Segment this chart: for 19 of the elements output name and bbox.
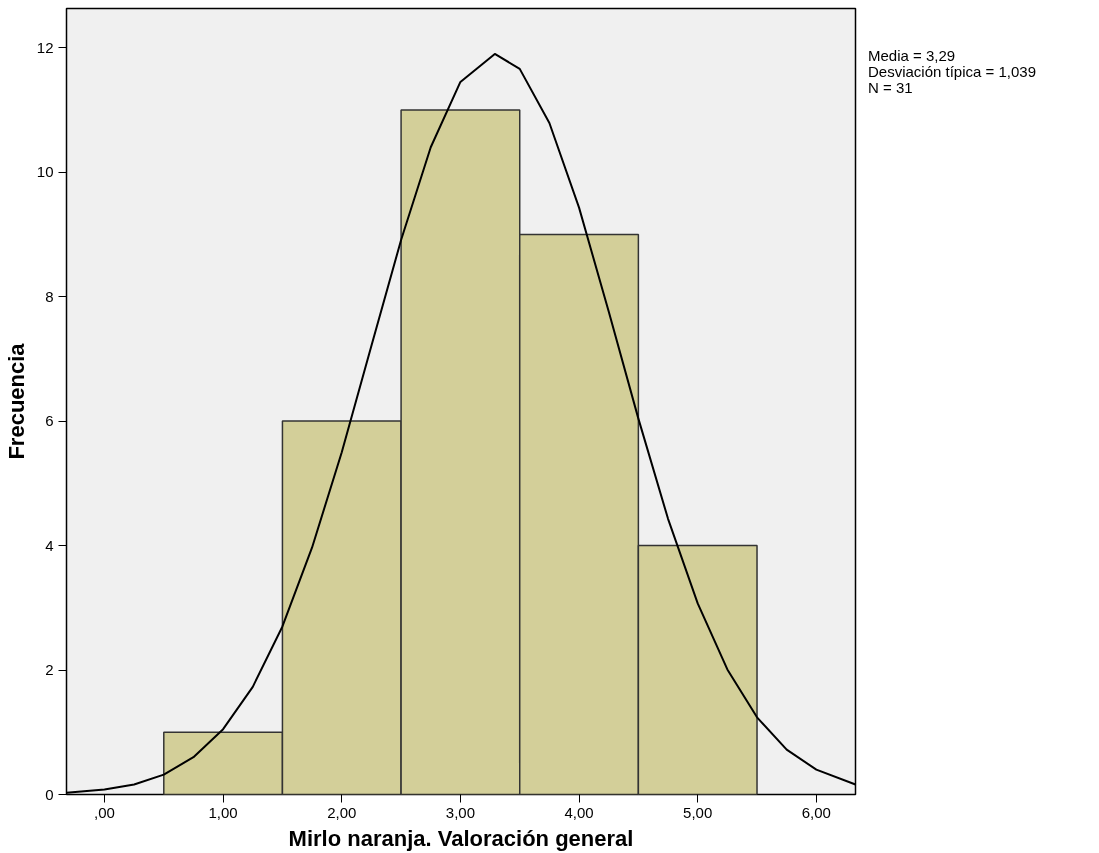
x-tick-label: 1,00 [208,803,238,821]
y-tick-label: 12 [36,38,54,56]
x-tick-label: ,00 [94,803,115,821]
text: Media = 3,29 [868,47,956,64]
x-tick-label: 4,00 [564,803,594,821]
y-tick-label: 6 [45,412,54,430]
x-axis-title: Mirlo naranja. Valoración general [288,825,634,851]
y-tick-label: 4 [45,536,54,554]
text: N = 31 [868,79,913,96]
x-tick-label: 6,00 [801,803,831,821]
x-tick-label: 5,00 [683,803,713,821]
y-tick-label: 2 [45,661,54,679]
text: Desviación típica = 1,039 [868,63,1037,80]
y-axis-title: Frecuencia [3,342,29,460]
y-tick-label: 10 [36,163,54,181]
x-tick-label: 2,00 [327,803,357,821]
y-tick-label: 0 [45,785,54,803]
x-tick-label: 3,00 [445,803,476,821]
y-tick-label: 8 [45,287,54,305]
